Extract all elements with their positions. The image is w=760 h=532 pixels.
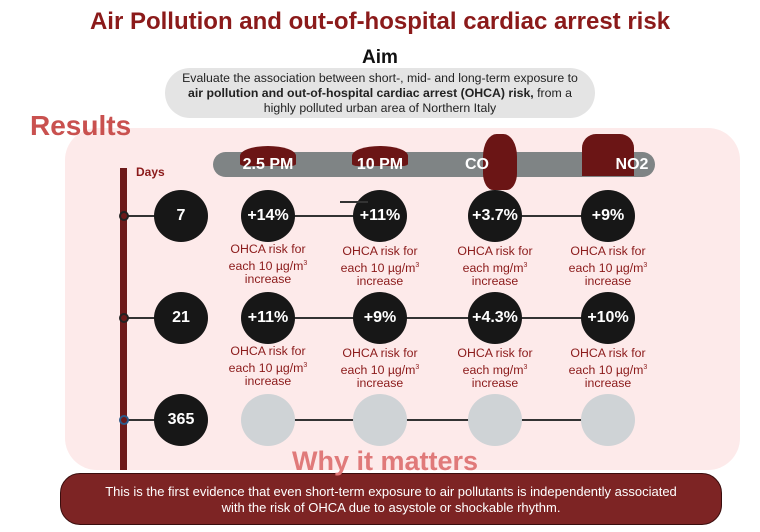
empty-value-circle [353,394,407,446]
row-connector [380,317,495,319]
desc-sup: 3 [415,261,420,269]
results-heading: Results [30,110,132,141]
risk-description: OHCA risk for each 10 µg/m3 increase [325,346,435,391]
empty-value-circle [581,394,635,446]
risk-description: OHCA risk for each 10 µg/m3 increase [325,244,435,289]
desc-unit: each 10 µg/m [340,260,416,275]
aim-bold: air pollution and out-of-hospital cardia… [188,86,534,100]
particulate-pile-icon [240,146,296,166]
risk-description: OHCA risk for each 10 µg/m3 increase [213,344,323,389]
particulate-pile-icon [352,146,408,166]
timeline-dot [119,211,129,221]
desc-line: increase [244,272,292,287]
row-connector [380,419,495,421]
desc-line: OHCA risk for [570,346,646,360]
aim-line1: Evaluate the association between short-,… [182,71,578,85]
risk-description: OHCA risk for each 10 µg/m3 increase [213,242,323,287]
row-connector [495,215,608,217]
desc-line: OHCA risk for [570,244,646,258]
aim-line2: from a [533,86,572,100]
desc-line: increase [584,274,632,289]
desc-line: increase [471,274,519,289]
risk-description: OHCA risk for each 10 µg/m3 increase [553,346,663,391]
desc-line: increase [356,376,404,391]
row-connector [268,215,380,217]
risk-value-circle: +9% [581,190,635,242]
desc-unit: each 10 µg/m [568,260,644,275]
why-box: This is the first evidence that even sho… [60,473,722,525]
desc-line: OHCA risk for [457,346,533,360]
desc-unit: each 10 µg/m [228,258,304,273]
row-connector [340,201,368,203]
empty-value-circle [241,394,295,446]
timeline-dot [119,415,129,425]
aim-heading: Aim [362,47,398,68]
desc-line: OHCA risk for [457,244,533,258]
pollutant-label: 2.5 PM [242,156,294,173]
risk-description: OHCA risk for each mg/m3 increase [440,244,550,289]
empty-value-circle [468,394,522,446]
risk-value-circle: +4.3% [468,292,522,344]
timeline-connector [124,215,181,217]
days-label: Days [136,165,165,179]
risk-value-circle: +11% [241,292,295,344]
desc-sup: 3 [303,259,308,267]
risk-value-circle: +9% [353,292,407,344]
gas-mask-icon [483,134,517,190]
desc-unit: each mg/m [462,260,524,275]
days-circle: 7 [154,190,208,242]
desc-line: increase [471,376,519,391]
risk-value-circle: +11% [353,190,407,242]
desc-sup: 3 [643,363,648,371]
page-title: Air Pollution and out-of-hospital cardia… [89,8,671,35]
desc-line: increase [356,274,404,289]
aim-box: Evaluate the association between short-,… [165,68,595,118]
desc-unit: each 10 µg/m [568,362,644,377]
pollutant-label: 10 PM [356,156,404,173]
row-connector [268,419,380,421]
desc-line: increase [244,374,292,389]
desc-unit: each 10 µg/m [228,360,304,375]
risk-description: OHCA risk for each mg/m3 increase [440,346,550,391]
desc-sup: 3 [523,261,528,269]
desc-line: OHCA risk for [230,242,306,256]
why-text-2: with the risk of OHCA due to asystole or… [221,500,561,515]
days-circle: 21 [154,292,208,344]
desc-line: OHCA risk for [230,344,306,358]
row-connector [495,419,608,421]
desc-unit: each mg/m [462,362,524,377]
desc-line: OHCA risk for [342,244,418,258]
timeline-connector [124,419,181,421]
risk-value-circle: +10% [581,292,635,344]
desc-sup: 3 [643,261,648,269]
desc-sup: 3 [415,363,420,371]
days-circle: 365 [154,394,208,446]
why-text-1: This is the first evidence that even sho… [105,484,677,499]
pollutant-label: CO [465,156,489,173]
desc-sup: 3 [523,363,528,371]
aim-line3: highly polluted urban area of Northern I… [263,101,497,115]
timeline-dot [119,313,129,323]
risk-description: OHCA risk for each 10 µg/m3 increase [553,244,663,289]
row-connector [268,317,380,319]
desc-line: OHCA risk for [342,346,418,360]
desc-line: increase [584,376,632,391]
timeline-connector [124,317,181,319]
risk-value-circle: +14% [241,190,295,242]
pollutant-label: NO2 [615,156,649,173]
risk-value-circle: +3.7% [468,190,522,242]
desc-unit: each 10 µg/m [340,362,416,377]
row-connector [495,317,608,319]
desc-sup: 3 [303,361,308,369]
why-heading: Why it matters [291,446,479,476]
factory-icon [582,134,634,176]
